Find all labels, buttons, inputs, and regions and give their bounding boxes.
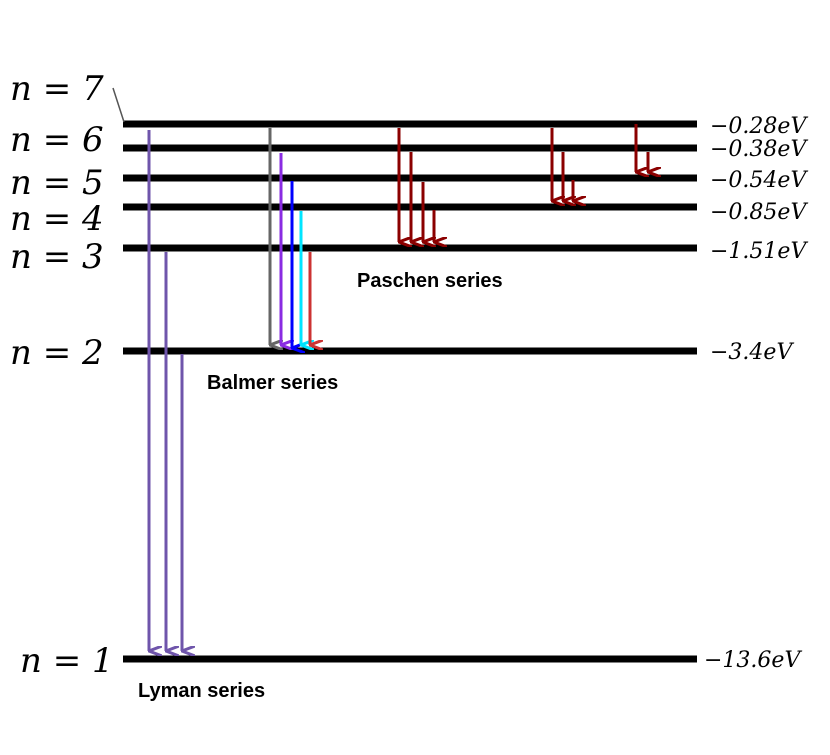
energy-label-n1: −13.6eV — [704, 648, 802, 673]
level-label-n5: n = 5 — [10, 163, 104, 203]
paschen-arrows — [397, 124, 648, 242]
level-label-n4: n = 4 — [10, 199, 104, 239]
energy-labels: −0.28eV −0.38eV −0.54eV −0.85eV −1.51eV … — [704, 114, 808, 673]
lyman-arrows — [147, 130, 182, 651]
energy-label-n3: −1.51eV — [710, 239, 808, 264]
series-label-paschen: Paschen series — [357, 270, 503, 292]
energy-label-n6: −0.38eV — [710, 137, 808, 162]
level-label-n1: n = 1 — [20, 641, 114, 681]
level-labels: n = 7 n = 6 n = 5 n = 4 n = 3 n = 2 n = … — [10, 69, 114, 681]
energy-label-n4: −0.85eV — [710, 200, 808, 225]
energy-label-n7: −0.28eV — [710, 114, 808, 139]
series-label-lyman: Lyman series — [138, 680, 265, 702]
level-label-n2: n = 2 — [10, 333, 104, 373]
level-label-n3: n = 3 — [10, 237, 104, 277]
level-label-n7: n = 7 — [10, 69, 104, 109]
energy-label-n5: −0.54eV — [710, 168, 808, 193]
n7-leader-line — [112, 87, 125, 123]
balmer-arrows — [268, 128, 310, 348]
energy-label-n2: −3.4eV — [710, 340, 794, 365]
level-label-n6: n = 6 — [10, 120, 104, 160]
series-label-balmer: Balmer series — [207, 372, 338, 394]
